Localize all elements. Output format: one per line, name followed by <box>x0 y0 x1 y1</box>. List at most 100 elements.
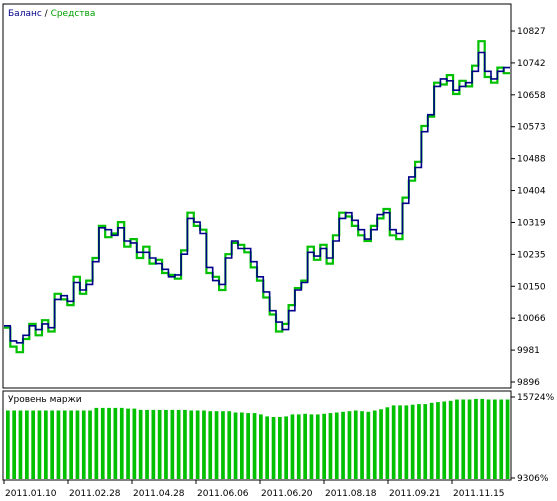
margin-bar <box>183 409 187 479</box>
margin-bar <box>480 398 485 479</box>
margin-bar <box>202 410 206 479</box>
margin-bar <box>50 410 54 479</box>
margin-bar <box>151 409 156 479</box>
margin-bar <box>233 412 238 479</box>
margin-y-axis: 15724% 9306% <box>511 393 555 484</box>
margin-bar <box>404 405 409 479</box>
margin-bar <box>18 410 23 479</box>
margin-bar <box>240 412 244 479</box>
x-tick-label: 2011.04.28 <box>133 489 185 499</box>
margin-bar <box>290 414 295 479</box>
margin-bar <box>455 399 459 479</box>
margin-bar <box>334 412 339 479</box>
margin-bar <box>429 402 434 479</box>
margin-bar <box>157 409 162 479</box>
main-plot-frame <box>2 3 512 389</box>
margin-bar <box>88 410 92 479</box>
margin-bar <box>6 410 10 479</box>
x-tick-label: 2011.01.10 <box>5 489 57 499</box>
margin-bar <box>62 410 67 479</box>
margin-bar <box>75 410 80 479</box>
margin-bar <box>341 411 345 479</box>
margin-bar <box>309 414 314 479</box>
margin-bar <box>505 399 510 479</box>
main-series-group <box>4 40 510 354</box>
margin-bar <box>132 408 137 479</box>
margin-bar <box>195 410 200 479</box>
margin-bar <box>347 411 352 479</box>
margin-bar <box>81 410 86 479</box>
margin-bars-group <box>6 398 510 479</box>
margin-bar <box>467 399 472 479</box>
y-tick-label: 10573 <box>517 123 546 133</box>
margin-bar <box>138 409 143 479</box>
margin-bar <box>398 405 402 479</box>
y-tick-label: 10150 <box>517 282 546 292</box>
margin-y-tick-label: 9306% <box>517 474 549 484</box>
margin-bar <box>119 407 124 479</box>
margin-bar <box>214 411 219 479</box>
legend-balance: Баланс <box>8 9 42 19</box>
y-tick-label: 9981 <box>517 346 540 356</box>
margin-bar <box>94 407 99 479</box>
margin-bar <box>442 401 447 479</box>
margin-bar <box>25 410 29 479</box>
y-tick-label: 10742 <box>517 59 546 69</box>
margin-bar <box>315 414 320 479</box>
margin-bar <box>176 409 181 479</box>
margin-bar <box>113 407 118 479</box>
margin-bar <box>44 410 48 479</box>
margin-bar <box>265 416 269 479</box>
margin-bar <box>271 417 276 479</box>
margin-bar <box>360 411 364 479</box>
margin-bar <box>12 410 16 479</box>
margin-bar <box>100 407 105 479</box>
series-line-balance <box>4 51 510 344</box>
margin-bar <box>410 404 415 479</box>
x-tick-label: 2011.09.21 <box>389 489 441 499</box>
margin-bar <box>499 399 504 479</box>
margin-bar <box>303 413 307 479</box>
margin-bar <box>145 409 149 479</box>
margin-bar <box>278 417 282 479</box>
margin-bar <box>126 408 130 479</box>
margin-bar <box>284 416 288 479</box>
margin-bar <box>372 410 377 479</box>
margin-bar <box>69 410 73 479</box>
x-axis: 2011.01.10 2011.02.28 2011.04.28 2011.06.06… <box>3 480 505 499</box>
margin-bar <box>474 398 478 479</box>
margin-bar <box>385 407 390 479</box>
margin-bar <box>493 399 497 479</box>
y-tick-label: 9896 <box>517 378 540 388</box>
margin-panel-title: Уровень маржи <box>8 395 82 405</box>
margin-bar <box>448 400 453 479</box>
margin-bar <box>246 413 250 479</box>
margin-bar <box>417 404 421 479</box>
margin-bar <box>259 414 263 479</box>
main-y-axis: 10827 10742 10658 10573 10488 10404 10319 10235… <box>511 27 546 388</box>
y-tick-label: 10066 <box>517 314 546 324</box>
y-tick-label: 10235 <box>517 250 546 260</box>
margin-bar <box>164 409 168 479</box>
margin-bar <box>208 411 213 479</box>
margin-bar <box>391 405 396 479</box>
margin-bar <box>296 414 301 479</box>
margin-bar <box>170 409 175 479</box>
margin-bar <box>379 409 383 479</box>
y-tick-label: 10404 <box>517 187 546 197</box>
margin-bar <box>423 404 428 479</box>
y-tick-label: 10319 <box>517 218 546 228</box>
margin-bar <box>366 411 371 479</box>
margin-bar <box>461 399 466 479</box>
x-tick-label: 2011.02.28 <box>69 489 121 499</box>
y-tick-label: 10488 <box>517 155 546 165</box>
legend-separator: / <box>42 9 51 19</box>
margin-bar <box>328 413 333 479</box>
margin-bar <box>353 410 358 479</box>
margin-bar <box>56 410 61 479</box>
y-tick-label: 10827 <box>517 27 546 37</box>
margin-bar <box>322 413 326 479</box>
legend-equity: Средства <box>51 9 96 19</box>
margin-bar <box>252 413 257 479</box>
